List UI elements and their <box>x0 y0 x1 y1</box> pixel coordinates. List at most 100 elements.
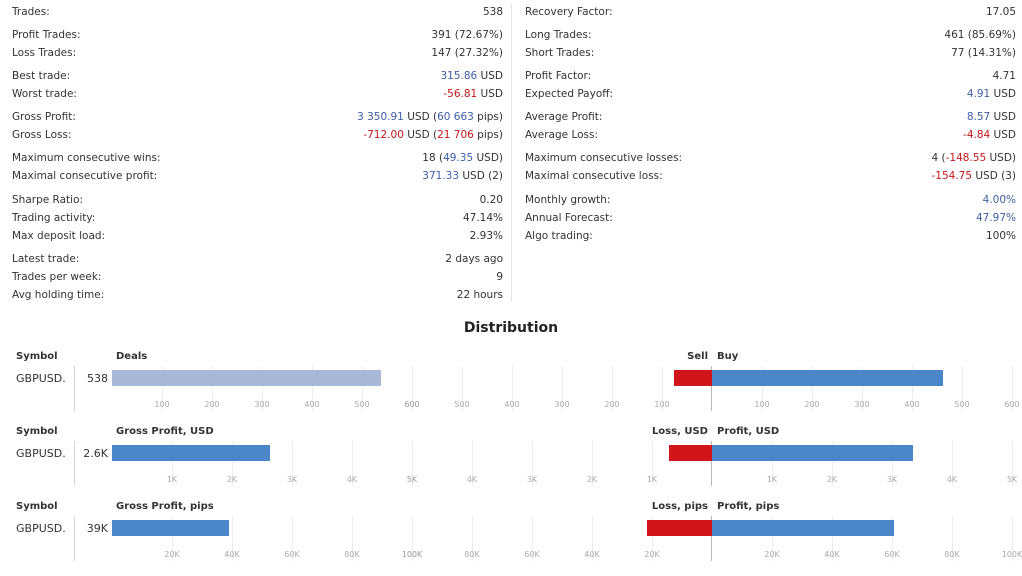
stat-label: Profit Trades: <box>12 29 81 41</box>
positive-header: Profit, USD <box>717 426 780 437</box>
tick-label: 20K <box>644 550 660 559</box>
grid-line <box>232 441 233 486</box>
stat-row-max-deposit-load: Max deposit load: 2.93% <box>12 227 503 245</box>
tick-label: 60K <box>284 550 300 559</box>
stat-row-sharpe-ratio: Sharpe Ratio: 0.20 <box>12 191 503 209</box>
stat-row-gross-loss: Gross Loss: -712.00 USD (21 706 pips) <box>12 126 503 144</box>
symbol-total: 2.6K <box>83 447 108 460</box>
tick-label: 2K <box>226 475 238 484</box>
grid-line <box>952 441 953 486</box>
stat-value: 9 <box>496 268 503 286</box>
negative-header: Sell <box>687 351 708 362</box>
stat-value-part: -56.81 <box>443 88 478 100</box>
grid-line <box>592 516 593 561</box>
stat-value-part: -712.00 <box>363 129 404 141</box>
tick-label: 60K <box>524 550 540 559</box>
stat-row-gross-profit: Gross Profit: 3 350.91 USD (60 663 pips) <box>12 108 503 126</box>
stat-value-part: USD) <box>473 152 503 164</box>
grid-line <box>462 366 463 411</box>
left-bar <box>112 370 381 386</box>
grid-line <box>952 516 953 561</box>
stat-row-maximal-consecutive-loss: Maximal consecutive loss: -154.75 USD (3) <box>525 167 1016 185</box>
stat-value: -4.84 USD <box>963 126 1016 144</box>
stat-value-part: USD <box>477 70 503 82</box>
symbol-name: GBPUSD. <box>16 447 66 460</box>
grid-line <box>472 516 473 561</box>
tick-label: 100 <box>754 400 770 409</box>
positive-bar <box>712 520 894 536</box>
grid-line <box>1012 441 1013 486</box>
stat-value-part: -148.55 <box>945 152 987 164</box>
stat-row-expected-payoff: Expected Payoff: 4.91 USD <box>525 85 1016 103</box>
stat-value: 77 (14.31%) <box>951 44 1016 62</box>
stat-label: Trades per week: <box>12 271 102 283</box>
stat-row-avg-holding-time: Avg holding time: 22 hours <box>12 286 503 304</box>
stat-row-maximal-consecutive-profit: Maximal consecutive profit: 371.33 USD (2… <box>12 167 503 185</box>
stat-label: Trades: <box>12 6 50 18</box>
stat-label: Maximum consecutive losses: <box>525 152 683 164</box>
stat-value-part: -154.75 <box>931 170 973 182</box>
stat-label: Profit Factor: <box>525 70 592 82</box>
stat-value: -56.81 USD <box>443 85 503 103</box>
stat-value-part: USD ( <box>403 111 438 123</box>
stat-value: 47.14% <box>463 209 503 227</box>
tick-label: 80K <box>464 550 480 559</box>
stat-value: 4 (-148.55 USD) <box>931 149 1016 167</box>
stat-value: -154.75 USD (3) <box>931 167 1016 185</box>
grid-line <box>812 366 813 411</box>
tick-label: 600 <box>404 400 420 409</box>
grid-line <box>562 366 563 411</box>
stat-row-average-loss: Average Loss: -4.84 USD <box>525 126 1016 144</box>
stat-label: Best trade: <box>12 70 71 82</box>
stat-value-part: 315.86 <box>440 70 478 82</box>
stat-value-part: 461 (85.69%) <box>944 29 1016 41</box>
tick-label: 40K <box>824 550 840 559</box>
stat-row-algo-trading: Algo trading: 100% <box>525 227 1016 245</box>
stat-value-part: USD <box>990 111 1016 123</box>
stat-value: 315.86 USD <box>440 67 503 85</box>
stat-label: Avg holding time: <box>12 289 105 301</box>
stat-value-part: 391 (72.67%) <box>431 29 503 41</box>
tick-label: 80K <box>944 550 960 559</box>
grid-line <box>912 366 913 411</box>
tick-label: 600 <box>1004 400 1020 409</box>
tick-label: 200 <box>804 400 820 409</box>
tick-label: 4K <box>946 475 958 484</box>
stat-value-part: USD <box>990 129 1016 141</box>
stat-value-part: 17.05 <box>985 6 1016 18</box>
grid-line <box>592 441 593 486</box>
stat-row-short-trades: Short Trades: 77 (14.31%) <box>525 44 1016 62</box>
grid-line <box>172 516 173 561</box>
negative-header: Loss, USD <box>651 426 708 437</box>
stat-row-trades-per-week: Trades per week: 9 <box>12 268 503 286</box>
stat-value: 4.71 <box>993 67 1016 85</box>
tick-label: 400 <box>504 400 520 409</box>
grid-line <box>162 366 163 411</box>
symbol-total: 39K <box>86 522 108 535</box>
distribution-plot: 100 200 300 400 500 600 600 500 400 300 200 100 100 2… <box>112 366 1020 411</box>
tick-label: 500 <box>354 400 370 409</box>
tick-label: 80K <box>344 550 360 559</box>
stat-row-annual-forecast: Annual Forecast: 47.97% <box>525 209 1016 227</box>
tick-label: 40K <box>224 550 240 559</box>
grid-line <box>532 516 533 561</box>
stat-value: 2 days ago <box>445 250 503 268</box>
zero-axis <box>711 441 712 486</box>
stat-value-part: 0.20 <box>479 194 503 206</box>
tick-label: 200 <box>604 400 620 409</box>
stat-value-part: 147 (27.32%) <box>431 47 503 59</box>
stat-value-part: USD (2) <box>459 170 503 182</box>
symbol-divider <box>74 441 75 486</box>
stat-row-profit-factor: Profit Factor: 4.71 <box>525 67 1016 85</box>
stat-value-part: USD (3) <box>972 170 1016 182</box>
tick-label: 100 <box>654 400 670 409</box>
stat-row-average-profit: Average Profit: 8.57 USD <box>525 108 1016 126</box>
tick-label: 100K <box>1001 550 1022 559</box>
grid-line <box>212 366 213 411</box>
stat-value: 47.97% <box>976 209 1016 227</box>
tick-label: 100 <box>154 400 170 409</box>
left-bar <box>112 445 271 461</box>
tick-label: 3K <box>886 475 898 484</box>
grid-line <box>892 441 893 486</box>
stat-value-part: 18 ( <box>422 152 444 164</box>
